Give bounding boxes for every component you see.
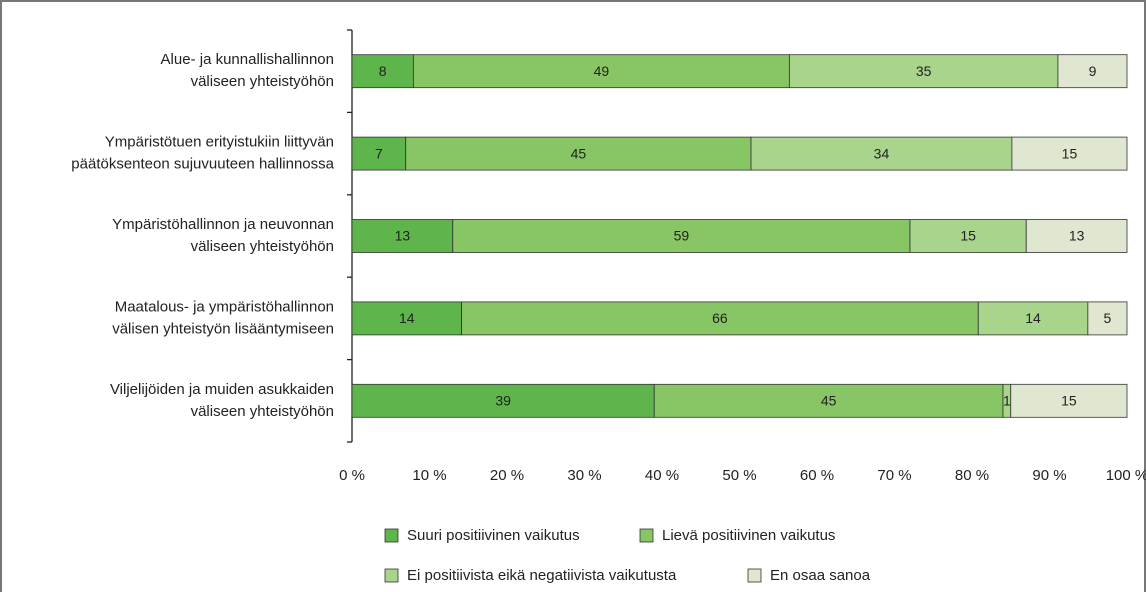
category-label: väliseen yhteistyöhön [191, 403, 334, 420]
value-label: 15 [1062, 145, 1078, 161]
category-label: väliseen yhteistyöhön [191, 238, 334, 255]
legend-label: Lievä positiivinen vaikutus [662, 527, 835, 544]
value-label: 34 [874, 145, 890, 161]
category-label: Ympäristöhallinnon ja neuvonnan [112, 216, 334, 233]
bar-segment [909, 219, 1027, 253]
category-label: välisen yhteistyön lisääntymiseen [112, 320, 334, 337]
x-tick-label: 100 % [1106, 467, 1146, 484]
value-label: 14 [399, 310, 415, 326]
bar-segment [1057, 54, 1128, 89]
value-label: 5 [1104, 310, 1112, 326]
value-label: 8 [379, 63, 387, 79]
value-label: 45 [571, 145, 587, 161]
x-tick-label: 90 % [1032, 467, 1066, 484]
legend-label: En osaa sanoa [770, 567, 871, 584]
bar-segment [351, 219, 454, 253]
value-label: 35 [916, 63, 932, 79]
value-label: 45 [821, 393, 837, 409]
x-tick-label: 40 % [645, 467, 679, 484]
x-tick-label: 10 % [412, 467, 446, 484]
bar-segment [1025, 219, 1128, 253]
x-tick-label: 70 % [877, 467, 911, 484]
category-label: Ympäristötuen erityistukiin liittyvän [105, 134, 334, 151]
bar-segment [351, 54, 414, 89]
bar-segment [1011, 136, 1128, 171]
value-label: 13 [1069, 228, 1085, 244]
value-label: 13 [395, 228, 411, 244]
x-tick-label: 30 % [567, 467, 601, 484]
category-label: päätöksenteon sujuvuuteen hallinnossa [71, 156, 334, 173]
bar-segment [461, 301, 979, 336]
legend-swatch [384, 568, 399, 583]
value-label: 66 [712, 310, 728, 326]
value-label: 15 [1061, 393, 1077, 409]
value-label: 9 [1089, 63, 1097, 79]
legend-label: Ei positiivista eikä negatiivista vaikut… [407, 567, 677, 584]
x-tick-label: 80 % [955, 467, 989, 484]
value-label: 49 [594, 63, 610, 79]
value-label: 14 [1025, 310, 1041, 326]
bar-segment [405, 136, 752, 171]
category-label: väliseen yhteistyöhön [191, 73, 334, 90]
legend-swatch [747, 568, 762, 583]
legend-label: Suuri positiivinen vaikutus [407, 527, 580, 544]
category-label: Alue- ja kunnallishallinnon [161, 51, 334, 68]
category-label: Viljelijöiden ja muiden asukkaiden [110, 381, 334, 398]
x-tick-label: 0 % [339, 467, 365, 484]
bar-segment [351, 383, 655, 418]
bar-segment [351, 136, 407, 171]
x-tick-label: 60 % [800, 467, 834, 484]
value-label: 1 [1003, 393, 1011, 409]
legend-swatch [384, 528, 399, 543]
x-tick-label: 50 % [722, 467, 756, 484]
value-label: 7 [375, 145, 383, 161]
bar-segment [977, 301, 1089, 336]
bar-segment [1010, 383, 1128, 418]
bar-segment [412, 54, 790, 89]
value-label: 39 [495, 393, 511, 409]
value-label: 15 [960, 228, 976, 244]
value-label: 59 [674, 228, 690, 244]
bar-segment [351, 301, 462, 336]
legend-swatch [639, 528, 654, 543]
category-label: Maatalous- ja ympäristöhallinnon [115, 298, 334, 315]
bar-segment [1087, 301, 1128, 336]
bar-segment [788, 54, 1059, 89]
x-tick-label: 20 % [490, 467, 524, 484]
